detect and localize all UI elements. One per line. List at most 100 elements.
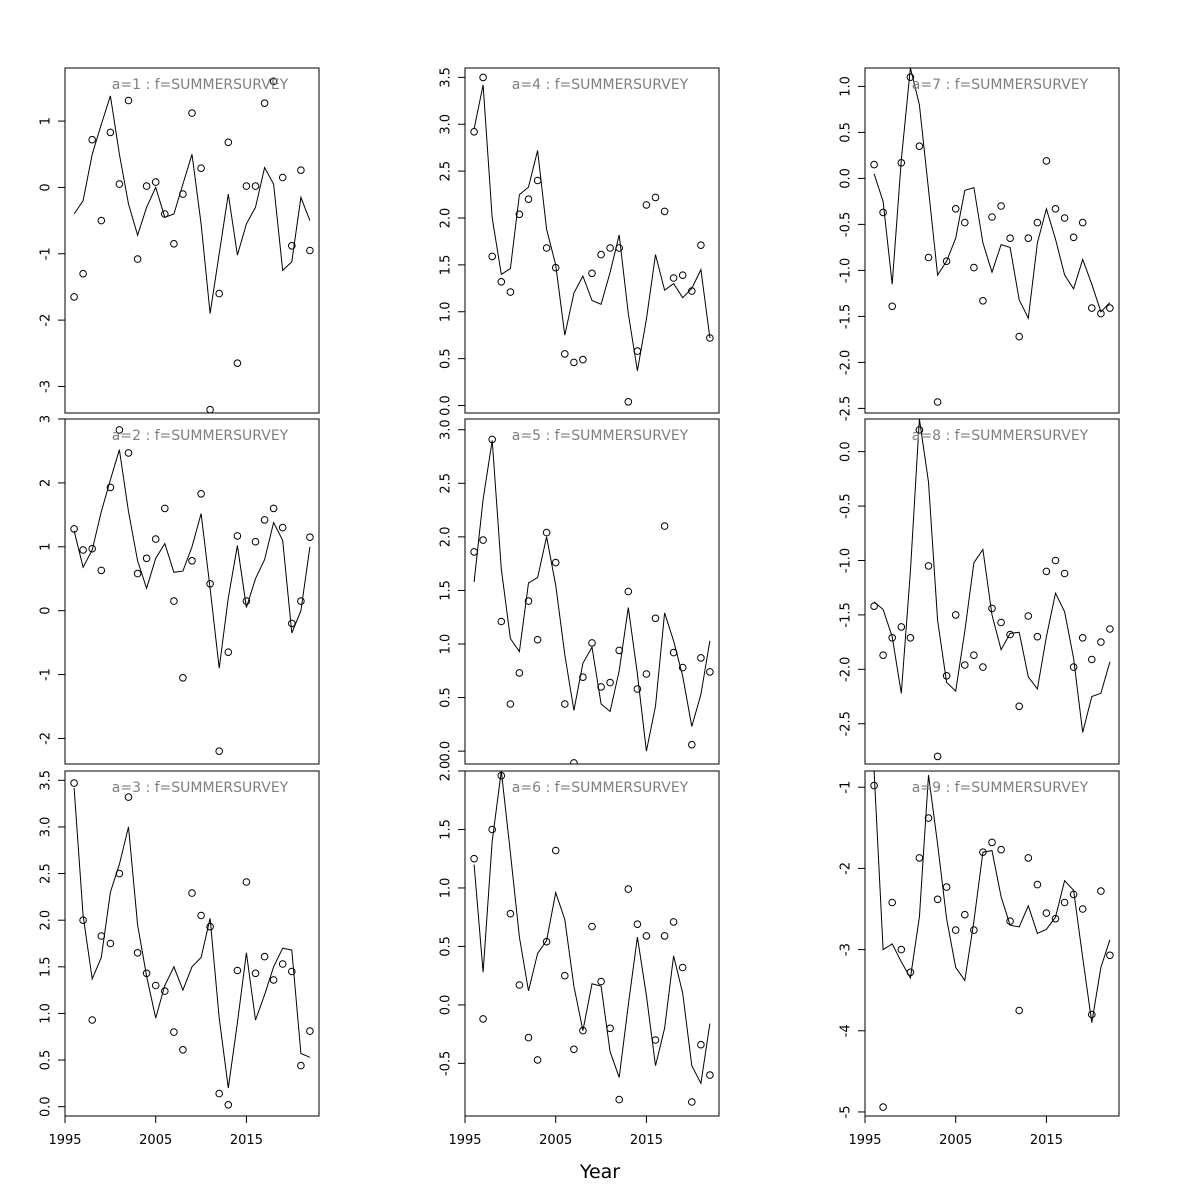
observed-point	[678, 963, 687, 972]
observed-point	[269, 976, 278, 984]
y-tick-label: -2.0	[839, 350, 854, 375]
observed-point	[879, 651, 887, 660]
observed-point	[579, 673, 587, 682]
observed-point	[206, 405, 214, 413]
y-tick-label: -3	[39, 380, 54, 393]
observed-point	[1088, 655, 1096, 664]
observed-point	[1033, 218, 1042, 227]
y-tick-label: -0.5	[839, 212, 854, 237]
observed-point	[970, 263, 978, 272]
observed-point	[979, 297, 987, 305]
data-area	[470, 73, 714, 406]
x-tick-label: 2015	[1030, 1133, 1063, 1148]
observed-point	[115, 869, 124, 878]
y-tick-label: -2.5	[839, 396, 854, 421]
y-tick-label: 1.5	[439, 819, 454, 840]
observed-point	[1088, 304, 1096, 312]
observed-point	[588, 269, 596, 278]
observed-point	[1015, 702, 1024, 711]
observed-point	[1006, 917, 1014, 926]
observed-point	[1024, 234, 1033, 242]
panel-7: -2.5 -2.0 -1.5 -1.0 -0.5 0.0 0.5 1.0 a=7 : f=SUM…	[839, 67, 1120, 421]
observed-point	[170, 240, 178, 248]
x-tick-label: 1995	[448, 1133, 481, 1148]
panel-4: 0.0 0.5 1.0 1.5 2.0 2.5 3.0 3.5 a=4 : f=SUMMERSU…	[439, 67, 720, 416]
observed-point	[197, 490, 205, 498]
observed-point	[1015, 332, 1024, 341]
observed-point	[597, 250, 605, 259]
observed-point	[297, 166, 305, 174]
observed-point	[88, 544, 96, 553]
observed-point	[70, 525, 78, 533]
observed-point	[669, 918, 678, 926]
data-area	[470, 435, 714, 764]
y-tick-label: 3	[39, 415, 54, 423]
observed-point	[79, 269, 87, 278]
y-tick-label: 3.5	[439, 67, 454, 88]
observed-point	[506, 909, 515, 918]
observed-point	[1078, 905, 1087, 913]
observed-point	[170, 597, 178, 605]
observed-point	[179, 1046, 187, 1054]
observed-point	[951, 205, 960, 213]
panel-8: -2.5 -2.0 -1.5 -1.0 -0.5 0.0 a=8 : f=SUMMERSUR…	[839, 418, 1120, 765]
observed-point	[688, 287, 696, 295]
fitted-line	[73, 787, 311, 1089]
observed-point	[179, 190, 187, 198]
y-tick-label: 2.0	[39, 910, 54, 931]
observed-point	[988, 838, 996, 847]
observed-point	[651, 614, 660, 623]
observed-point	[633, 347, 642, 355]
observed-point	[306, 1027, 314, 1035]
observed-point	[879, 1103, 887, 1111]
panels-group: -3 -2 -1 0 1 a=1 : f=SUMMERSURVEY -2 -1 0 1 2 3 a=2 …	[39, 67, 1120, 1148]
data-area	[870, 68, 1114, 406]
observed-point	[70, 779, 78, 787]
observed-point	[297, 1061, 305, 1070]
observed-point	[97, 932, 106, 940]
y-tick-label: -1	[39, 668, 54, 681]
observed-point	[1051, 914, 1060, 923]
observed-point	[660, 207, 669, 216]
observed-point	[906, 968, 915, 977]
observed-point	[542, 244, 551, 252]
y-tick-label: 1	[39, 117, 54, 125]
x-tick-label: 2015	[630, 1133, 663, 1148]
observed-point	[133, 569, 142, 578]
observed-point	[551, 558, 560, 567]
observed-point	[660, 522, 669, 530]
observed-point	[188, 109, 196, 117]
observed-point	[570, 1045, 578, 1054]
observed-point	[688, 1098, 696, 1106]
observed-point	[233, 359, 242, 368]
observed-point	[669, 648, 678, 657]
y-tick-label: 2	[39, 479, 54, 487]
y-tick-label: -2	[39, 732, 54, 745]
observed-point	[179, 674, 187, 682]
panel-title: a=5 : f=SUMMERSURVEY	[512, 428, 689, 444]
data-area	[70, 426, 314, 756]
panel-frame	[464, 67, 720, 414]
observed-point	[1106, 304, 1114, 312]
observed-point	[133, 255, 142, 263]
observed-point	[561, 350, 569, 358]
observed-point	[997, 202, 1005, 210]
observed-point	[288, 242, 296, 250]
observed-point	[515, 981, 524, 989]
y-tick-label: -2	[839, 862, 854, 875]
observed-point	[1024, 854, 1033, 862]
observed-point	[242, 597, 251, 605]
y-tick-label: -2.5	[839, 711, 854, 736]
observed-point	[906, 73, 915, 81]
observed-point	[106, 483, 115, 492]
panel-title: a=9 : f=SUMMERSURVEY	[912, 780, 1089, 796]
observed-point	[106, 128, 115, 137]
observed-point	[588, 639, 596, 647]
x-tick-label: 2015	[230, 1133, 263, 1148]
observed-point	[624, 885, 633, 893]
observed-point	[161, 504, 169, 513]
observed-point	[888, 634, 897, 642]
y-tick-label: 2.0	[439, 761, 454, 782]
y-tick-label: -1.0	[839, 258, 854, 283]
observed-point	[188, 557, 196, 565]
